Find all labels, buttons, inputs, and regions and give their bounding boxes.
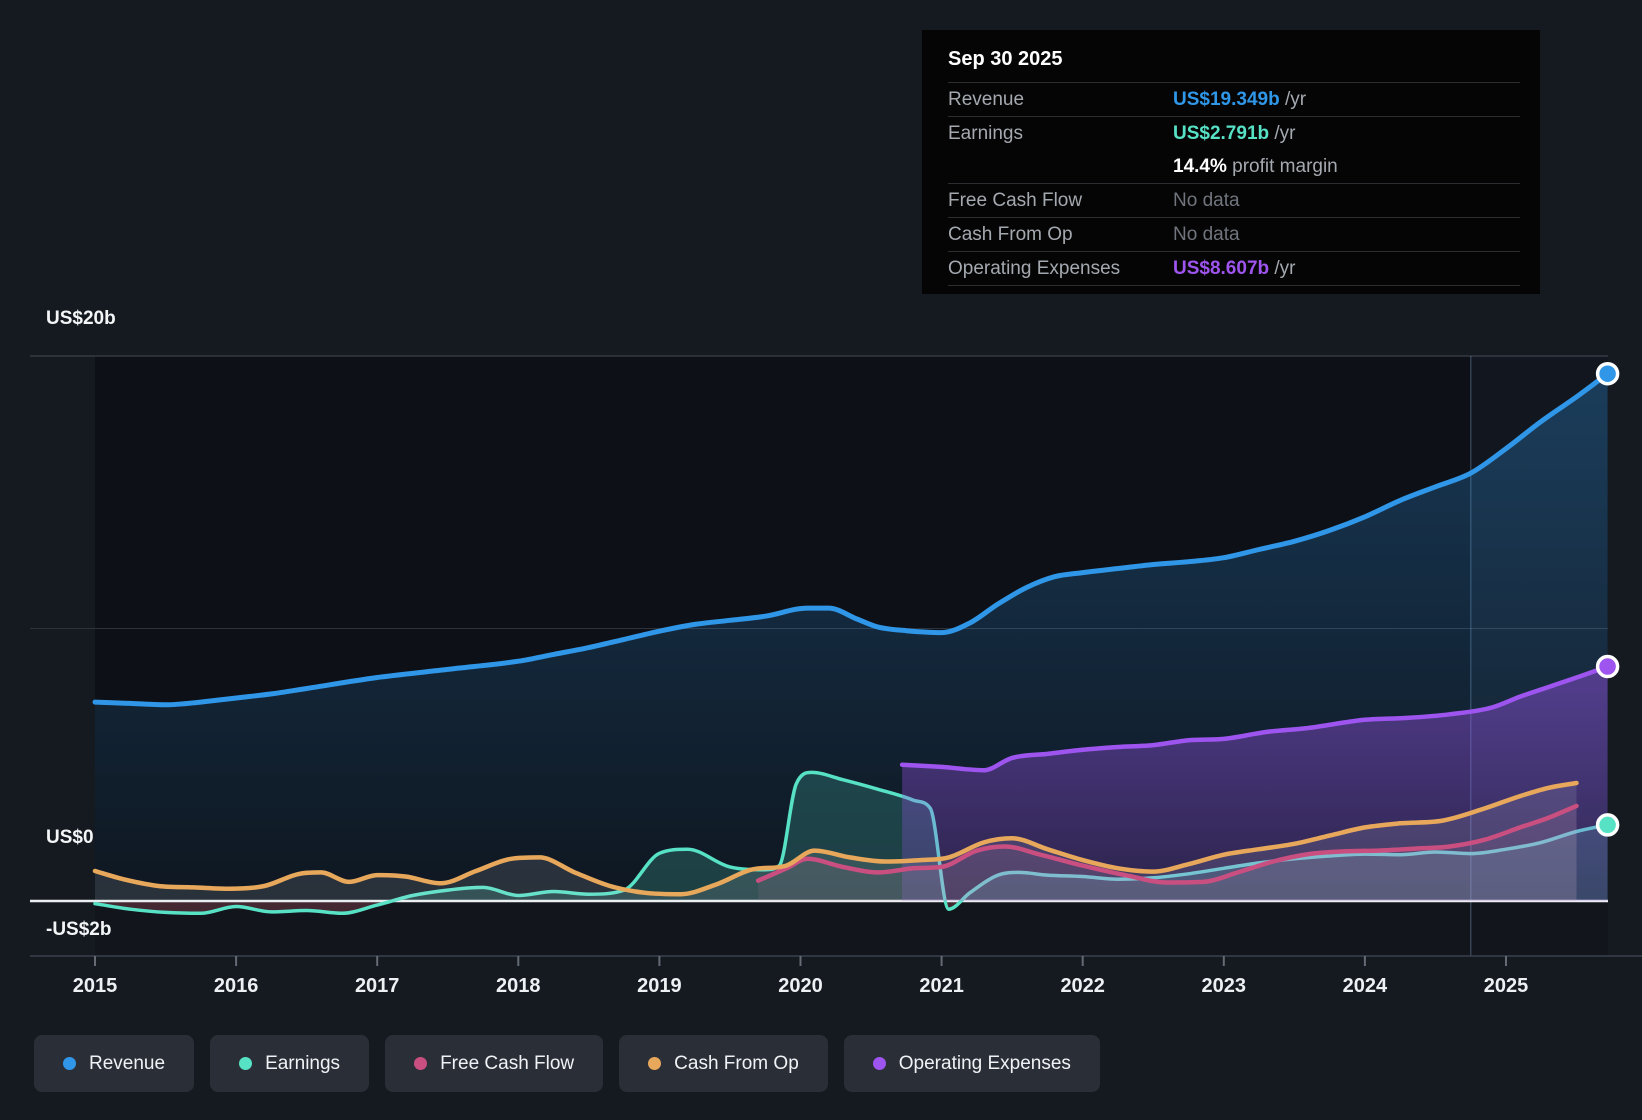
fcf-value: No data (1173, 189, 1240, 211)
tooltip-row-revenue: Revenue US$19.349b /yr (948, 83, 1520, 117)
x-axis-label-2019: 2019 (637, 975, 682, 997)
y-axis-label-neg2b: -US$2b (46, 919, 112, 940)
legend-pill-cash-from-op[interactable]: Cash From Op (619, 1035, 828, 1092)
legend-dot-earnings (239, 1057, 253, 1070)
legend-pill-revenue[interactable]: Revenue (34, 1035, 195, 1092)
cashop-line (92, 780, 1579, 897)
legend-dot-free-cash-flow (414, 1057, 428, 1070)
legend-dot-cash-from-op (648, 1057, 662, 1070)
cashop-value: No data (1173, 223, 1240, 245)
x-axis-label-2018: 2018 (496, 975, 541, 997)
tooltip-date: Sep 30 2025 (948, 40, 1520, 83)
opex-value: US$8.607b (1173, 257, 1270, 279)
x-axis-label-2024: 2024 (1343, 975, 1388, 997)
opex-line (899, 664, 1610, 773)
x-axis-label-2021: 2021 (919, 975, 964, 997)
legend-pill-earnings[interactable]: Earnings (210, 1035, 370, 1092)
legend-dot-operating-expenses (872, 1057, 886, 1070)
tooltip-row-earnings: Earnings US$2.791b /yr (948, 122, 1296, 144)
chart-legend: Revenue Earnings Free Cash Flow Cash From O… (34, 1035, 1100, 1092)
tooltip-row-fcf: Free Cash Flow No data (948, 184, 1520, 218)
y-axis-label-0: US$0 (46, 827, 94, 848)
tooltip-row-opex: Operating Expenses US$8.607b /yr (948, 252, 1520, 286)
x-axis-label-2015: 2015 (73, 975, 118, 997)
tooltip-row-cashop: Cash From Op No data (948, 218, 1520, 252)
revenue-line (92, 371, 1611, 708)
legend-label-earnings: Earnings (265, 1052, 341, 1074)
legend-dot-revenue (63, 1057, 76, 1070)
tooltip-row-profit-margin: 14.4% profit margin (948, 150, 1520, 184)
legend-pill-free-cash-flow[interactable]: Free Cash Flow (385, 1035, 604, 1092)
data-tooltip: Sep 30 2025 Revenue US$19.349b /yr Earni… (922, 30, 1540, 294)
earnings-value: US$2.791b (1173, 122, 1270, 144)
x-axis-label-2023: 2023 (1202, 975, 1247, 997)
opex-area (902, 666, 1608, 901)
fcf-area (758, 805, 1577, 901)
operating-expenses-endpoint-marker (1595, 654, 1620, 679)
legend-label-cash-from-op: Cash From Op (674, 1052, 799, 1074)
profit-margin-value: 14.4% (1173, 155, 1227, 177)
x-axis-label-2017: 2017 (355, 975, 400, 997)
earnings-endpoint-marker (1595, 813, 1620, 837)
legend-label-operating-expenses: Operating Expenses (898, 1052, 1071, 1074)
revenue-endpoint-marker (1595, 361, 1620, 386)
x-axis-label-2022: 2022 (1060, 975, 1105, 997)
legend-pill-operating-expenses[interactable]: Operating Expenses (843, 1035, 1100, 1092)
y-axis-label-20b: US$20b (46, 308, 116, 329)
x-axis-label-2025: 2025 (1484, 975, 1529, 997)
fcf-line (755, 803, 1579, 885)
x-axis-label-2020: 2020 (778, 975, 823, 997)
cashop-area (95, 783, 1577, 901)
x-axis-label-2016: 2016 (214, 975, 259, 997)
revenue-value: US$19.349b (1173, 88, 1280, 110)
legend-label-free-cash-flow: Free Cash Flow (440, 1052, 575, 1074)
legend-label-revenue: Revenue (89, 1052, 166, 1074)
